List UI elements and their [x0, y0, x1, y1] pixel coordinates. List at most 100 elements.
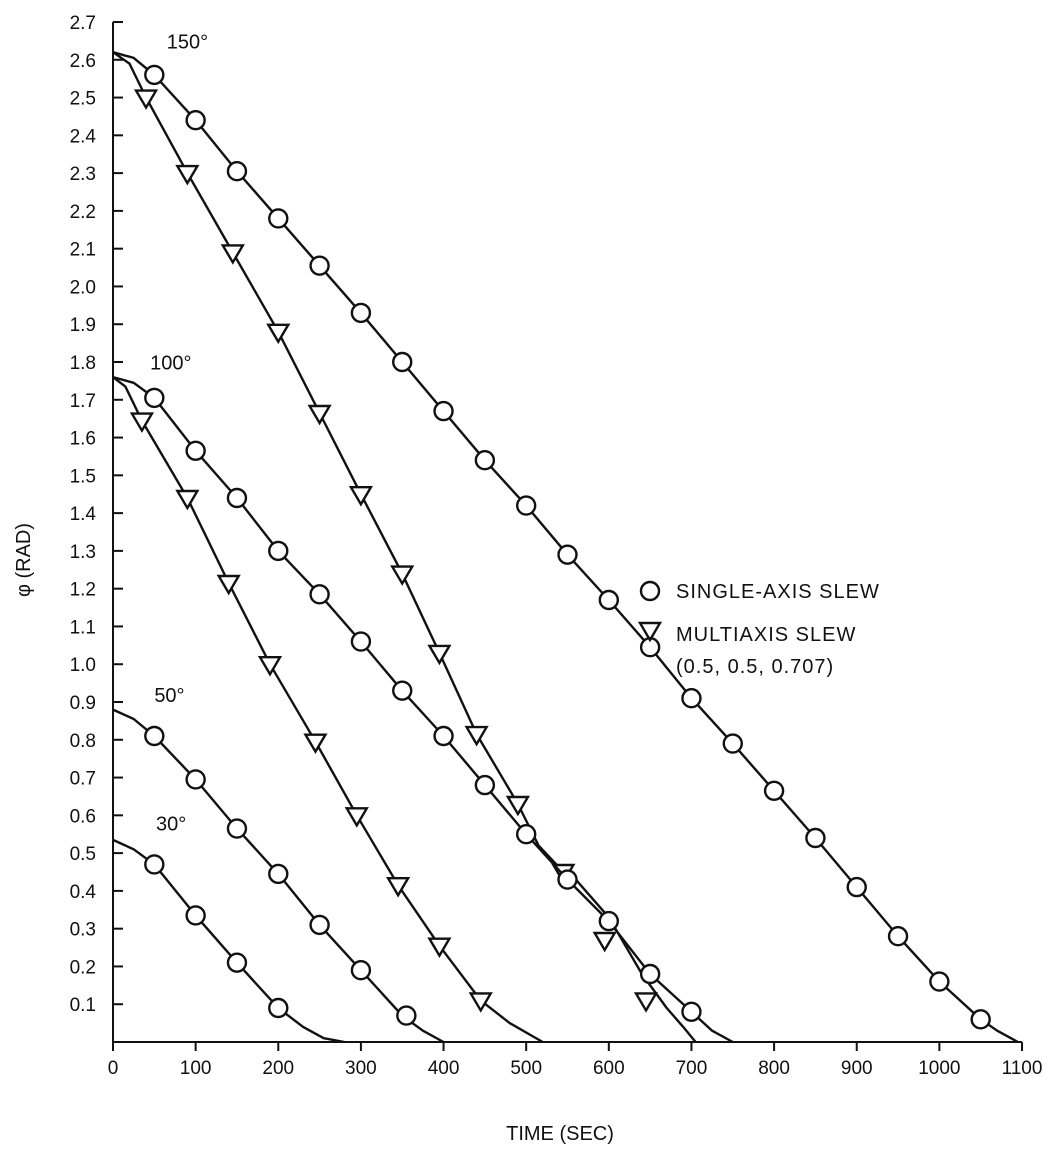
circle-marker: [268, 208, 289, 229]
angle-label: 100°: [150, 353, 191, 375]
triangle-marker: [427, 937, 452, 959]
legend-multi-label: MULTIAXIS SLEW: [676, 624, 856, 646]
y-tick-label: 1.3: [70, 542, 96, 563]
y-tick-label: 1.7: [70, 391, 96, 412]
y-tick-label: 0.6: [70, 806, 96, 827]
series-4: 50°: [112, 685, 445, 1044]
circle-marker: [144, 64, 165, 86]
y-tick-label: 0.9: [70, 693, 96, 714]
circle-marker: [681, 1001, 702, 1022]
triangle-marker: [468, 992, 493, 1013]
circle-marker: [392, 680, 413, 701]
circle-marker: [474, 450, 496, 471]
y-tick-label: 0.8: [70, 731, 96, 752]
triangle-marker: [216, 574, 241, 596]
circle-marker: [433, 725, 454, 747]
circle-marker: [681, 688, 702, 709]
circle-marker: [722, 733, 743, 754]
legend-triangle-marker: [637, 621, 663, 643]
circle-marker: [268, 863, 289, 885]
y-tick-label: 2.1: [70, 240, 96, 261]
circle-marker: [144, 854, 165, 875]
y-tick-label: 0.1: [70, 995, 96, 1016]
y-tick-label: 1.0: [70, 655, 96, 676]
circle-marker: [226, 487, 248, 509]
x-tick-label: 0: [108, 1058, 119, 1079]
x-tick-label: 200: [262, 1058, 294, 1079]
y-tick-label: 2.5: [70, 89, 96, 110]
circle-marker: [396, 1005, 417, 1026]
legend-circle-marker: [639, 580, 661, 602]
series-line: [112, 375, 734, 1044]
triangle-marker: [220, 244, 245, 265]
circle-marker: [185, 769, 206, 790]
x-tick-label: 600: [593, 1058, 625, 1079]
series-group: 150° 100° 50° 30°: [112, 31, 1019, 1044]
circle-marker: [309, 255, 330, 276]
y-tick-label: 2.4: [70, 126, 97, 147]
series-2: 100°: [112, 353, 734, 1044]
circle-marker: [144, 725, 165, 747]
circle-marker: [598, 589, 620, 611]
angle-label: 150°: [167, 31, 208, 53]
y-tick-label: 1.2: [70, 580, 96, 601]
series-line: [112, 376, 544, 1044]
circle-marker: [763, 780, 785, 801]
x-tick-label: 1100: [1002, 1058, 1043, 1079]
circle-marker: [309, 584, 330, 605]
y-tick-label: 2.2: [70, 202, 96, 223]
x-tick-label: 100: [180, 1058, 212, 1079]
y-tick-label: 1.1: [70, 617, 96, 638]
y-tick-label: 1.8: [70, 353, 96, 374]
circle-marker: [392, 351, 413, 373]
triangle-marker: [505, 795, 531, 817]
y-tick-label: 0.3: [70, 920, 96, 941]
circle-marker: [474, 774, 496, 796]
triangle-marker: [129, 412, 155, 433]
y-tick-label: 0.4: [70, 882, 97, 903]
y-tick-label: 2.0: [70, 277, 96, 298]
circle-marker: [805, 827, 826, 849]
circle-marker: [185, 440, 206, 461]
triangle-marker: [385, 877, 411, 898]
circle-marker: [887, 926, 909, 947]
circle-marker: [433, 400, 454, 422]
triangle-marker: [257, 656, 283, 677]
y-axis-title: φ (RAD): [13, 523, 35, 597]
triangle-marker: [307, 404, 332, 426]
circle-marker: [515, 824, 537, 845]
y-tick-label: 0.7: [70, 769, 96, 790]
angle-label: 50°: [154, 685, 184, 707]
circle-marker: [929, 971, 950, 992]
circle-marker: [226, 161, 248, 182]
circle-marker: [226, 952, 248, 973]
triangle-marker: [266, 323, 291, 345]
legend-single-label: SINGLE-AXIS SLEW: [676, 581, 880, 603]
circle-marker: [598, 910, 620, 932]
triangle-marker: [348, 486, 374, 507]
legend-multi-sublabel: (0.5, 0.5, 0.707): [676, 656, 834, 678]
circle-marker: [350, 302, 372, 324]
y-tick-label: 2.7: [70, 13, 96, 34]
circle-marker: [268, 540, 289, 562]
axes: 0 100 200 300 400 500 600 700 800 900 1000 1100 0.1 0…: [70, 13, 1043, 1079]
series-line: [112, 51, 697, 1043]
triangle-marker: [175, 489, 200, 511]
x-tick-label: 300: [345, 1058, 377, 1079]
triangle-marker: [633, 992, 659, 1013]
y-tick-label: 1.4: [70, 504, 97, 525]
y-tick-label: 1.6: [70, 429, 96, 450]
circle-marker: [226, 818, 248, 839]
circle-marker: [970, 1009, 991, 1030]
circle-marker: [268, 997, 289, 1019]
triangle-marker: [464, 725, 489, 747]
y-tick-label: 2.6: [70, 51, 96, 72]
y-tick-label: 1.5: [70, 466, 96, 487]
triangle-marker: [427, 644, 452, 666]
y-tick-label: 0.2: [70, 957, 96, 978]
x-tick-label: 500: [510, 1058, 542, 1079]
triangle-marker: [303, 733, 328, 755]
circle-marker: [639, 963, 661, 985]
circle-marker: [557, 869, 578, 890]
